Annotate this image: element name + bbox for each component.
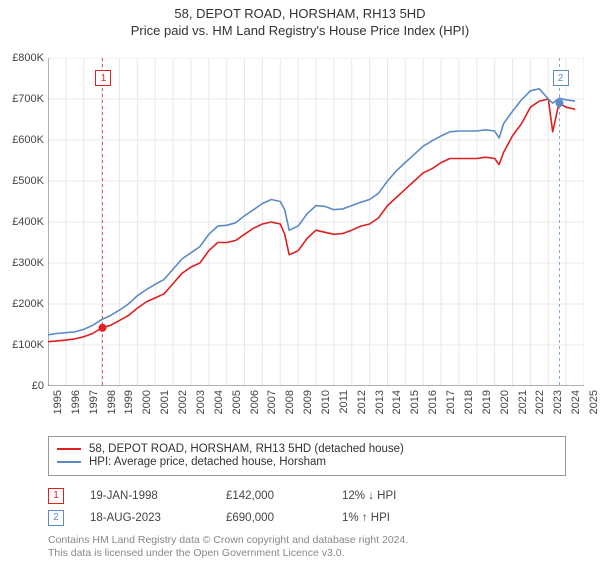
x-axis-label: 2003 xyxy=(195,390,207,414)
x-axis-label: 2006 xyxy=(249,390,261,414)
chart-title: 58, DEPOT ROAD, HORSHAM, RH13 5HD xyxy=(0,6,600,21)
x-axis-label: 1995 xyxy=(52,390,64,414)
x-axis-label: 2005 xyxy=(231,390,243,414)
table-row: 2 18-AUG-2023 £690,000 1% ↑ HPI xyxy=(48,510,396,526)
x-axis-label: 2020 xyxy=(499,390,511,414)
chart-marker-label: 2 xyxy=(553,70,569,86)
x-axis-label: 2002 xyxy=(177,390,189,414)
legend-box: 58, DEPOT ROAD, HORSHAM, RH13 5HD (detac… xyxy=(48,436,566,476)
transactions-table: 1 19-JAN-1998 £142,000 12% ↓ HPI 2 18-AU… xyxy=(48,482,396,526)
y-axis-label: £600K xyxy=(12,134,44,146)
table-row: 1 19-JAN-1998 £142,000 12% ↓ HPI xyxy=(48,488,396,504)
legend-item: HPI: Average price, detached house, Hors… xyxy=(57,456,557,468)
x-axis-label: 2008 xyxy=(284,390,296,414)
footnote-line: Contains HM Land Registry data © Crown c… xyxy=(48,534,556,547)
y-axis-label: £100K xyxy=(12,339,44,351)
x-axis-label: 2001 xyxy=(159,390,171,414)
x-axis-label: 1999 xyxy=(123,390,135,414)
y-axis-label: £500K xyxy=(12,175,44,187)
legend-swatch xyxy=(57,448,81,450)
x-axis-label: 2011 xyxy=(338,390,350,414)
chart-subtitle: Price paid vs. HM Land Registry's House … xyxy=(0,23,600,38)
y-axis-label: £200K xyxy=(12,298,44,310)
x-axis-label: 2025 xyxy=(588,390,600,414)
y-axis-label: £400K xyxy=(12,216,44,228)
point-date: 18-AUG-2023 xyxy=(90,512,200,524)
point-marker: 2 xyxy=(48,510,64,526)
x-axis-label: 2014 xyxy=(391,390,403,414)
x-axis-label: 2018 xyxy=(463,390,475,414)
x-axis-label: 2015 xyxy=(409,390,421,414)
y-axis-label: £300K xyxy=(12,257,44,269)
x-axis-label: 2019 xyxy=(481,390,493,414)
point-delta: 1% ↑ HPI xyxy=(342,512,390,524)
x-axis-label: 2024 xyxy=(570,390,582,414)
x-axis-label: 2007 xyxy=(266,390,278,414)
x-axis-label: 2009 xyxy=(302,390,314,414)
point-price: £690,000 xyxy=(226,512,316,524)
chart-svg xyxy=(48,58,584,386)
chart-marker-label: 1 xyxy=(95,70,111,86)
legend-label: 58, DEPOT ROAD, HORSHAM, RH13 5HD (detac… xyxy=(89,443,404,455)
point-price: £142,000 xyxy=(226,490,316,502)
y-axis-label: £0 xyxy=(32,380,44,392)
x-axis-label: 2012 xyxy=(356,390,368,414)
point-marker: 1 xyxy=(48,488,64,504)
point-date: 19-JAN-1998 xyxy=(90,490,200,502)
legend-swatch xyxy=(57,461,81,463)
legend-label: HPI: Average price, detached house, Hors… xyxy=(89,456,326,468)
y-axis-label: £700K xyxy=(12,93,44,105)
x-axis-label: 2022 xyxy=(534,390,546,414)
x-axis-label: 1997 xyxy=(88,390,100,414)
point-delta: 12% ↓ HPI xyxy=(342,490,396,502)
x-axis-label: 1996 xyxy=(70,390,82,414)
footnote-line: This data is licensed under the Open Gov… xyxy=(48,547,556,560)
x-axis-label: 2000 xyxy=(141,390,153,414)
chart-area: £0£100K£200K£300K£400K£500K£600K£700K£80… xyxy=(48,58,584,386)
x-axis-label: 2016 xyxy=(427,390,439,414)
x-axis-label: 2023 xyxy=(552,390,564,414)
x-axis-label: 1998 xyxy=(106,390,118,414)
y-axis-label: £800K xyxy=(12,52,44,64)
legend-item: 58, DEPOT ROAD, HORSHAM, RH13 5HD (detac… xyxy=(57,443,557,455)
x-axis-label: 2013 xyxy=(374,390,386,414)
x-axis-label: 2004 xyxy=(213,390,225,414)
footnote: Contains HM Land Registry data © Crown c… xyxy=(48,534,556,560)
x-axis-label: 2010 xyxy=(320,390,332,414)
x-axis-label: 2017 xyxy=(445,390,457,414)
x-axis-label: 2021 xyxy=(517,390,529,414)
